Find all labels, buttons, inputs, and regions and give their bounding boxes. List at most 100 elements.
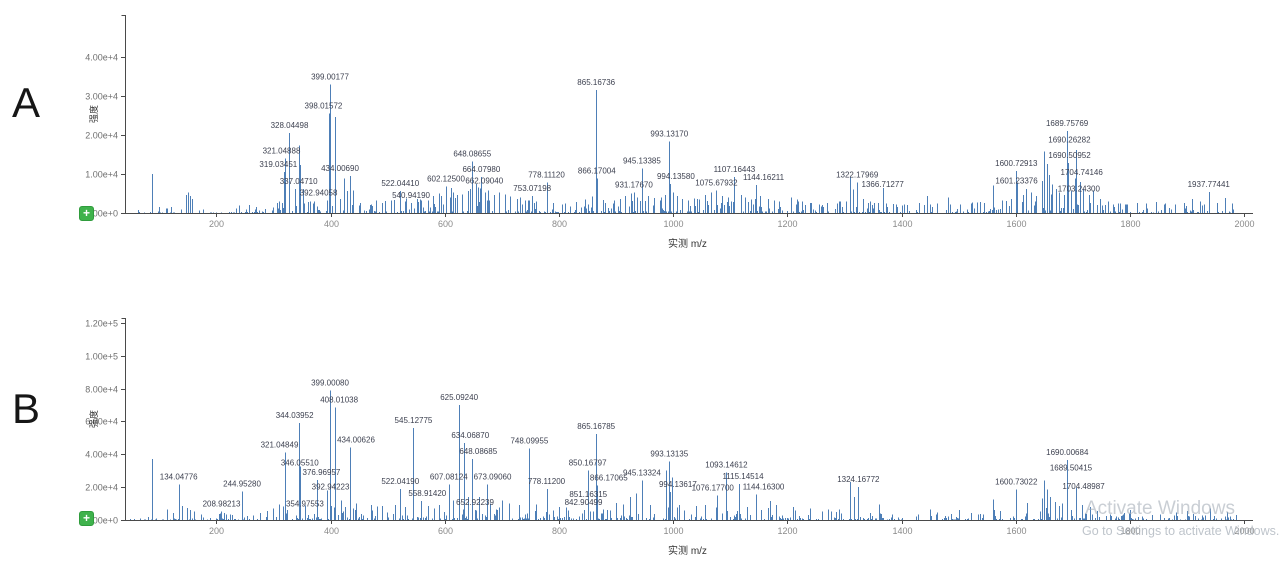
peak-label: 558.91420: [408, 489, 446, 498]
y-axis-title: 强度: [88, 105, 99, 123]
peak-label: 346.05510: [281, 459, 319, 468]
peak-label: 993.13170: [650, 130, 688, 139]
peak-label: 673.09060: [474, 473, 512, 482]
peak-label: 1937.77441: [1188, 180, 1231, 189]
y-tick-label: 4.00e+4: [85, 450, 118, 460]
peak-label: 1366.71277: [862, 180, 905, 189]
peak-label: 434.00690: [321, 164, 359, 173]
y-axis-title: 强度: [88, 410, 99, 428]
peak-label: 1093.14612: [705, 460, 748, 469]
x-tick-label: 600: [438, 526, 453, 536]
peak-label: 753.07198: [513, 184, 551, 193]
peak-label: 931.17670: [615, 180, 653, 189]
peak-label: 625.09240: [440, 393, 478, 402]
y-tick-label: 1.00e+5: [85, 352, 118, 362]
peak-label: 522.04410: [381, 179, 419, 188]
peak-label: 1144.16211: [743, 173, 785, 182]
peak-label: 1076.17700: [692, 483, 735, 492]
peak-label: 1144.16300: [743, 483, 785, 492]
axes-group: [121, 318, 1253, 524]
peak-label: 648.08655: [453, 150, 491, 159]
peak-label: 134.04776: [160, 473, 198, 482]
peak-label: 1601.23376: [995, 177, 1038, 186]
peak-label: 344.03952: [276, 411, 314, 420]
x-tick-label: 600: [438, 219, 453, 229]
peak-label: 994.13617: [659, 480, 697, 489]
x-tick-label: 1200: [777, 526, 797, 536]
panel-b-label: B: [12, 385, 41, 432]
x-tick-label: 400: [324, 526, 339, 536]
peak-label: 321.04849: [261, 441, 299, 450]
peak-label: 1689.75769: [1046, 119, 1089, 128]
peak-label: 319.03451: [259, 160, 297, 169]
peak-label: 1322.17969: [836, 171, 879, 180]
peak-label: 434.00626: [337, 436, 375, 445]
x-tick-label: 2000: [1234, 219, 1254, 229]
x-tick-label: 1800: [1120, 219, 1140, 229]
peak-label: 244.95280: [223, 479, 261, 488]
panel-b-add-button[interactable]: +: [79, 511, 94, 526]
peak-label: 399.00177: [311, 72, 349, 81]
plus-icon: +: [82, 206, 90, 220]
plus-icon: +: [82, 511, 90, 525]
y-tick-label: 3.00e+4: [85, 92, 118, 102]
x-tick-label: 1600: [1006, 526, 1026, 536]
x-tick-label: 2000: [1234, 526, 1254, 536]
y-tick-label: 2.00e+4: [85, 131, 118, 141]
x-tick-label: 400: [324, 219, 339, 229]
peak-label: 602.12500: [427, 174, 465, 183]
y-tick-label: 0.00e+0: [85, 209, 118, 219]
peak-label: 399.00080: [311, 378, 349, 387]
peak-label: 634.06870: [451, 431, 489, 440]
peak-label: 945.13324: [623, 469, 661, 478]
peak-label: 652.92239: [456, 498, 494, 507]
peak-label: 748.09955: [510, 437, 548, 446]
peaks-group: [130, 390, 1237, 520]
peak-label: 662.09040: [465, 176, 503, 185]
y-tick-label: 6.00e+4: [85, 417, 118, 427]
peak-label: 664.07980: [462, 165, 500, 174]
y-tick-label: 1.20e+5: [85, 319, 118, 329]
peak-label: 321.04888: [263, 146, 301, 155]
x-tick-label: 800: [552, 219, 567, 229]
peak-label: 1704.74146: [1061, 168, 1104, 177]
spectrum-panel-B: 134.04776 208.98213 244.95280 321.04849 344.…: [85, 318, 1255, 557]
peak-label: 866.17004: [578, 167, 616, 176]
peak-label: 337.04710: [280, 177, 318, 186]
x-tick-label: 200: [209, 219, 224, 229]
peak-label: 865.16736: [577, 78, 615, 87]
x-tick-label: 1600: [1006, 219, 1026, 229]
peak-label: 208.98213: [203, 499, 241, 508]
peak-label: 1689.50415: [1050, 464, 1093, 473]
peak-label: 1115.14514: [722, 472, 764, 481]
x-tick-label: 1000: [663, 526, 683, 536]
peak-label: 607.08124: [430, 473, 468, 482]
peak-label: 1075.67932: [695, 178, 738, 187]
peak-label: 392.94223: [312, 482, 350, 491]
panel-a-label: A: [12, 79, 41, 126]
peak-label: 866.17065: [590, 474, 628, 483]
peak-label: 993.13135: [650, 450, 688, 459]
peak-label: 778.11120: [528, 171, 565, 180]
x-axis-title: 实测 m/z: [668, 544, 707, 557]
peak-label: 842.90499: [565, 498, 603, 507]
peak-label: 376.96957: [303, 468, 341, 477]
peak-label: 328.04498: [271, 121, 309, 130]
peak-label: 994.13580: [657, 172, 695, 181]
axes-group: [121, 15, 1253, 217]
spectrum-panel-A: 319.03451 321.04888 328.04498 337.04710 392.…: [85, 15, 1255, 250]
x-axis-title: 实测 m/z: [668, 237, 707, 250]
peak-label: 1703.24300: [1058, 185, 1101, 194]
panel-a-add-button[interactable]: +: [79, 206, 94, 221]
peak-label: 545.12775: [395, 416, 433, 425]
y-tick-label: 8.00e+4: [85, 385, 118, 395]
peak-label: 354.97553: [286, 500, 324, 509]
peak-label: 392.94058: [300, 189, 338, 198]
peak-label: 408.01038: [320, 396, 358, 405]
peak-label: 648.08685: [459, 447, 497, 456]
y-tick-label: 4.00e+4: [85, 53, 118, 63]
x-tick-label: 1800: [1120, 526, 1140, 536]
peak-label: 1690.00684: [1046, 448, 1089, 457]
